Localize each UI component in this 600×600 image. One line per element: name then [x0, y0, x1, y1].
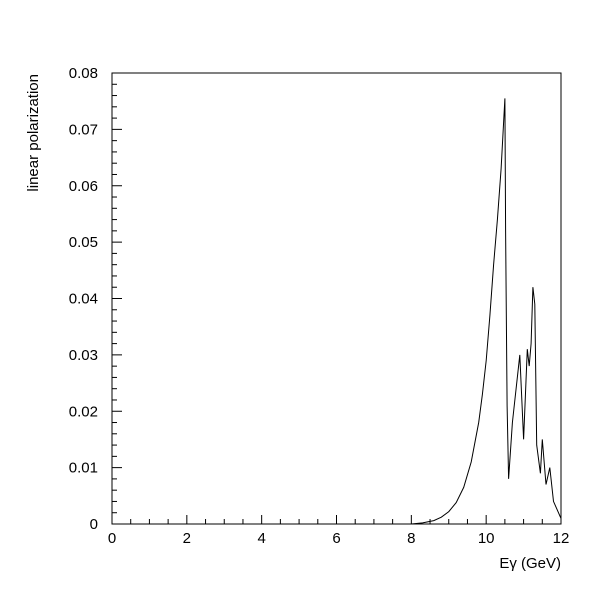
- y-tick-label: 0.06: [69, 178, 98, 195]
- y-tick-label: 0: [90, 516, 98, 533]
- y-tick-label: 0.02: [69, 403, 98, 420]
- x-tick-label: 2: [183, 530, 191, 547]
- x-tick-label: 8: [407, 530, 415, 547]
- series-line: [112, 98, 562, 525]
- x-tick-label: 0: [108, 530, 116, 547]
- x-tick-label: 6: [332, 530, 340, 547]
- y-tick-label: 0.07: [69, 121, 98, 138]
- x-tick-label: 10: [478, 530, 495, 547]
- x-axis-label: Eγ (GeV): [499, 555, 561, 572]
- x-axis: 0 2 4 6 8 10 12: [108, 515, 570, 547]
- plot-frame: [111, 72, 562, 525]
- y-tick-label: 0.08: [69, 65, 98, 82]
- y-tick-label: 0.04: [69, 291, 98, 308]
- y-tick-label: 0.05: [69, 234, 98, 251]
- x-tick-label: 4: [257, 530, 265, 547]
- x-tick-label: 12: [553, 530, 570, 547]
- y-tick-label: 0.01: [69, 460, 98, 477]
- y-axis-label: linear polarization: [25, 74, 42, 192]
- y-tick-label: 0.03: [69, 347, 98, 364]
- y-axis: 0 0.01 0.02 0.03 0.04 0.05 0.06 0.07 0.08: [69, 65, 122, 533]
